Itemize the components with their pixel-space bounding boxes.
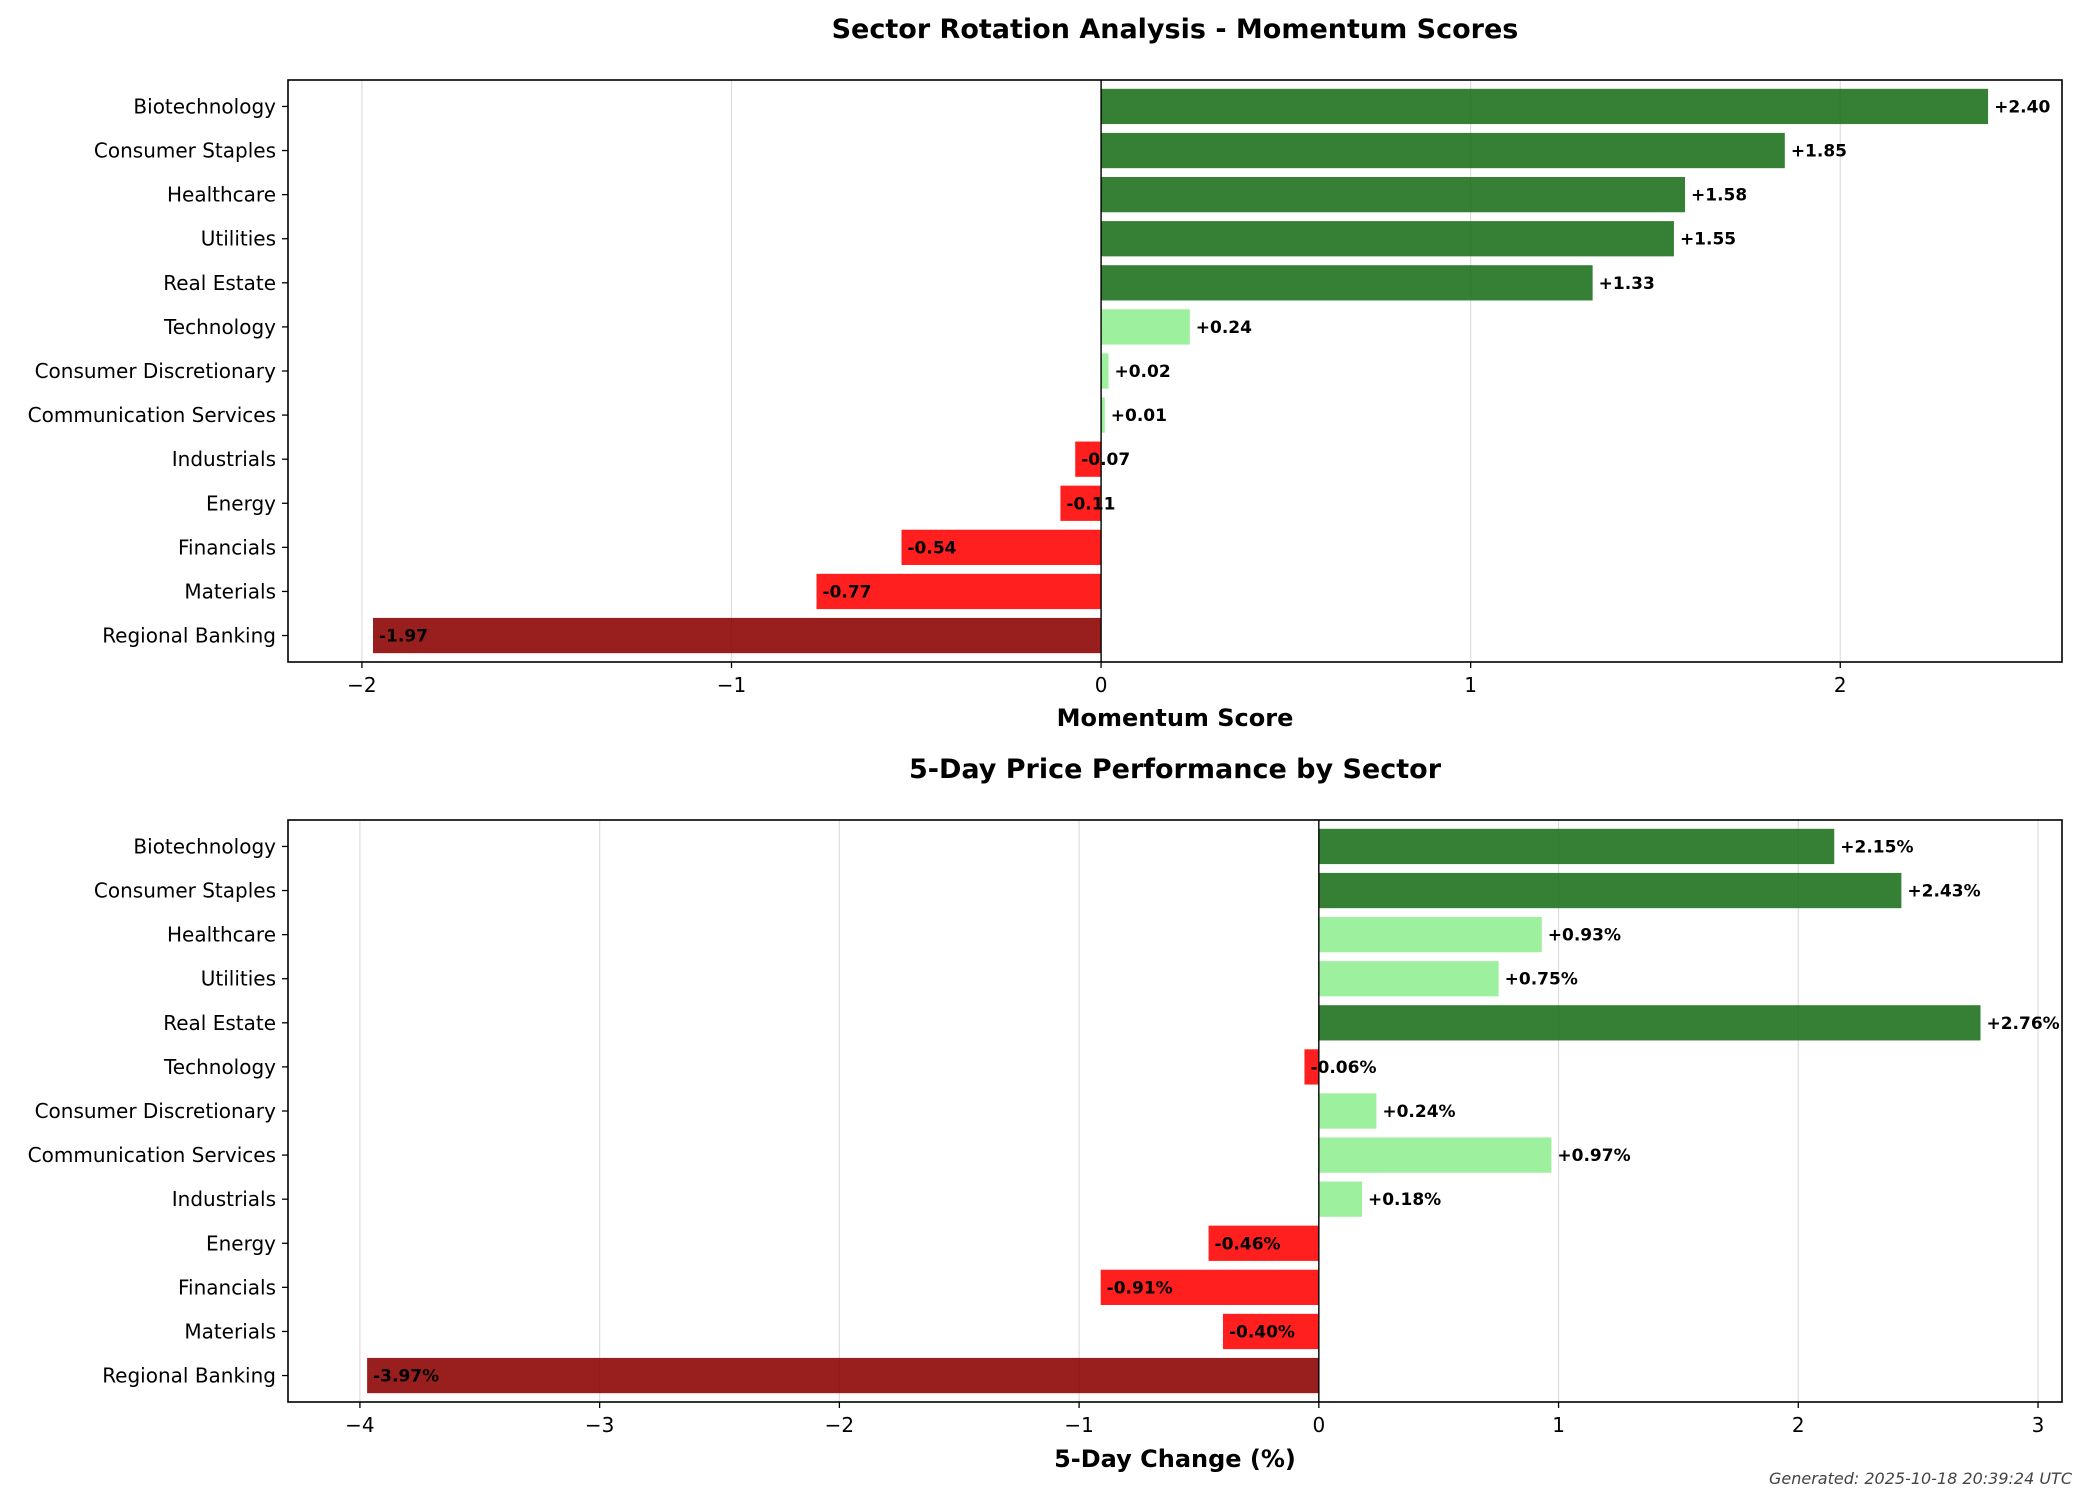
chart1-value-label-11: -0.54	[908, 538, 957, 558]
chart1-xtick-label-4: 2	[1834, 673, 1847, 697]
chart1-category-label-9: Industrials	[172, 447, 276, 471]
chart2-value-label-9: +0.18%	[1368, 1190, 1441, 1210]
chart1-bar-7	[1101, 353, 1109, 389]
chart1-category-label-3: Healthcare	[167, 183, 276, 207]
chart2-category-label-4: Utilities	[201, 967, 276, 991]
chart1-bar-1	[1101, 88, 1989, 125]
chart2-bar-11	[1100, 1269, 1319, 1305]
chart2-bar-9	[1318, 1181, 1362, 1217]
chart1-value-label-4: +1.55	[1680, 230, 1736, 250]
chart1-bar-2	[1101, 132, 1785, 169]
chart2-value-label-5: +2.76%	[1986, 1014, 2059, 1034]
chart2-xtick-label-6: 2	[1792, 1413, 1805, 1437]
chart2-value-label-3: +0.93%	[1548, 926, 1621, 946]
chart1-value-label-9: -0.07	[1081, 450, 1130, 470]
chart1-xtick-label-3: 1	[1464, 673, 1477, 697]
chart1-value-label-10: -0.11	[1066, 494, 1115, 514]
chart1-category-label-1: Biotechnology	[133, 94, 276, 118]
chart1-xtick-label-1: −1	[717, 673, 746, 697]
chart2-value-label-2: +2.43%	[1907, 882, 1980, 902]
chart1-category-label-7: Consumer Discretionary	[35, 359, 277, 383]
chart1-bar-8	[1101, 397, 1105, 433]
chart1-category-label-11: Financials	[178, 535, 276, 559]
chart2-bar-12	[1222, 1313, 1319, 1350]
chart2-value-label-13: -3.97%	[373, 1367, 439, 1387]
chart1-category-label-2: Consumer Staples	[94, 139, 276, 163]
chart2-category-label-1: Biotechnology	[133, 834, 276, 858]
chart1-category-label-13: Regional Banking	[102, 624, 276, 648]
chart2-bar-5	[1318, 1005, 1981, 1041]
chart1-value-label-12: -0.77	[823, 582, 872, 602]
chart1-category-label-12: Materials	[184, 579, 276, 603]
chart2-bar-8	[1318, 1137, 1552, 1173]
chart2-category-label-10: Energy	[206, 1231, 276, 1255]
chart1-xtick-label-2: 0	[1095, 673, 1108, 697]
chart1-category-label-5: Real Estate	[163, 271, 276, 295]
chart1-value-label-5: +1.33	[1599, 274, 1655, 294]
chart1-bar-4	[1101, 221, 1674, 257]
chart1-value-label-6: +0.24	[1196, 318, 1252, 338]
chart1-value-label-8: +0.01	[1111, 406, 1167, 426]
chart2-category-label-9: Industrials	[172, 1187, 276, 1211]
chart2-bar-2	[1318, 872, 1902, 909]
chart2-category-label-11: Financials	[178, 1275, 276, 1299]
chart2-xtick-label-0: −4	[345, 1413, 374, 1437]
chart2-xtick-label-7: 3	[2032, 1413, 2045, 1437]
chart2-bar-6	[1304, 1049, 1319, 1085]
chart1-category-label-4: Utilities	[201, 227, 276, 251]
chart2-xtick-label-1: −3	[585, 1413, 614, 1437]
chart1-category-label-8: Communication Services	[28, 403, 276, 427]
chart1-bar-9	[1075, 441, 1102, 477]
chart2-value-label-12: -0.40%	[1229, 1322, 1295, 1342]
chart1-value-label-13: -1.97	[379, 627, 428, 647]
chart2-bar-1	[1318, 828, 1835, 865]
chart1-x-axis-label: Momentum Score	[1057, 704, 1294, 732]
chart2-value-label-7: +0.24%	[1382, 1102, 1455, 1122]
chart2-x-axis-label: 5-Day Change (%)	[1054, 1445, 1296, 1473]
chart1-value-label-2: +1.85	[1791, 142, 1847, 162]
chart2-value-label-4: +0.75%	[1505, 970, 1578, 990]
chart2-category-label-2: Consumer Staples	[94, 879, 276, 903]
generated-timestamp: Generated: 2025-10-18 20:39:24 UTC	[1768, 1469, 2072, 1488]
chart2-value-label-6: -0.06%	[1310, 1058, 1376, 1078]
chart2-title: 5-Day Price Performance by Sector	[909, 754, 1442, 785]
chart2-bar-13	[367, 1357, 1319, 1394]
chart1-value-label-1: +2.40	[1994, 97, 2050, 117]
chart2-category-label-3: Healthcare	[167, 923, 276, 947]
chart2-category-label-13: Regional Banking	[102, 1364, 276, 1388]
chart1-category-label-6: Technology	[163, 315, 276, 339]
chart1-bar-10	[1060, 485, 1102, 521]
chart2-category-label-5: Real Estate	[163, 1011, 276, 1035]
chart2-xtick-label-4: 0	[1312, 1413, 1325, 1437]
chart1-title: Sector Rotation Analysis - Momentum Scor…	[832, 14, 1519, 45]
chart2-xtick-label-2: −2	[825, 1413, 854, 1437]
chart2-value-label-10: -0.46%	[1215, 1234, 1281, 1254]
chart1-bar-3	[1101, 177, 1686, 213]
chart2-bar-10	[1208, 1225, 1319, 1261]
chart2-value-label-11: -0.91%	[1107, 1278, 1173, 1298]
chart2-bar-4	[1318, 961, 1499, 997]
chart2-xtick-label-3: −1	[1064, 1413, 1093, 1437]
chart2-category-label-8: Communication Services	[28, 1143, 276, 1167]
chart1-bar-12	[816, 573, 1102, 610]
chart2-value-label-8: +0.97%	[1557, 1146, 1630, 1166]
chart1-xtick-label-0: −2	[347, 673, 376, 697]
chart1-bar-11	[901, 529, 1102, 565]
chart2-category-label-12: Materials	[184, 1319, 276, 1343]
chart2-bar-3	[1318, 917, 1542, 953]
chart1-bar-5	[1101, 265, 1593, 301]
chart2-value-label-1: +2.15%	[1840, 837, 1913, 857]
chart1-value-label-3: +1.58	[1691, 186, 1747, 206]
chart1-category-label-10: Energy	[206, 491, 276, 515]
chart2-bar-7	[1318, 1093, 1377, 1129]
chart1-value-label-7: +0.02	[1114, 362, 1170, 382]
chart2-category-label-7: Consumer Discretionary	[35, 1099, 277, 1123]
chart2-xtick-label-5: 1	[1552, 1413, 1565, 1437]
chart1-bar-6	[1101, 309, 1190, 345]
chart2-category-label-6: Technology	[163, 1055, 276, 1079]
chart1-bar-13	[373, 617, 1102, 654]
